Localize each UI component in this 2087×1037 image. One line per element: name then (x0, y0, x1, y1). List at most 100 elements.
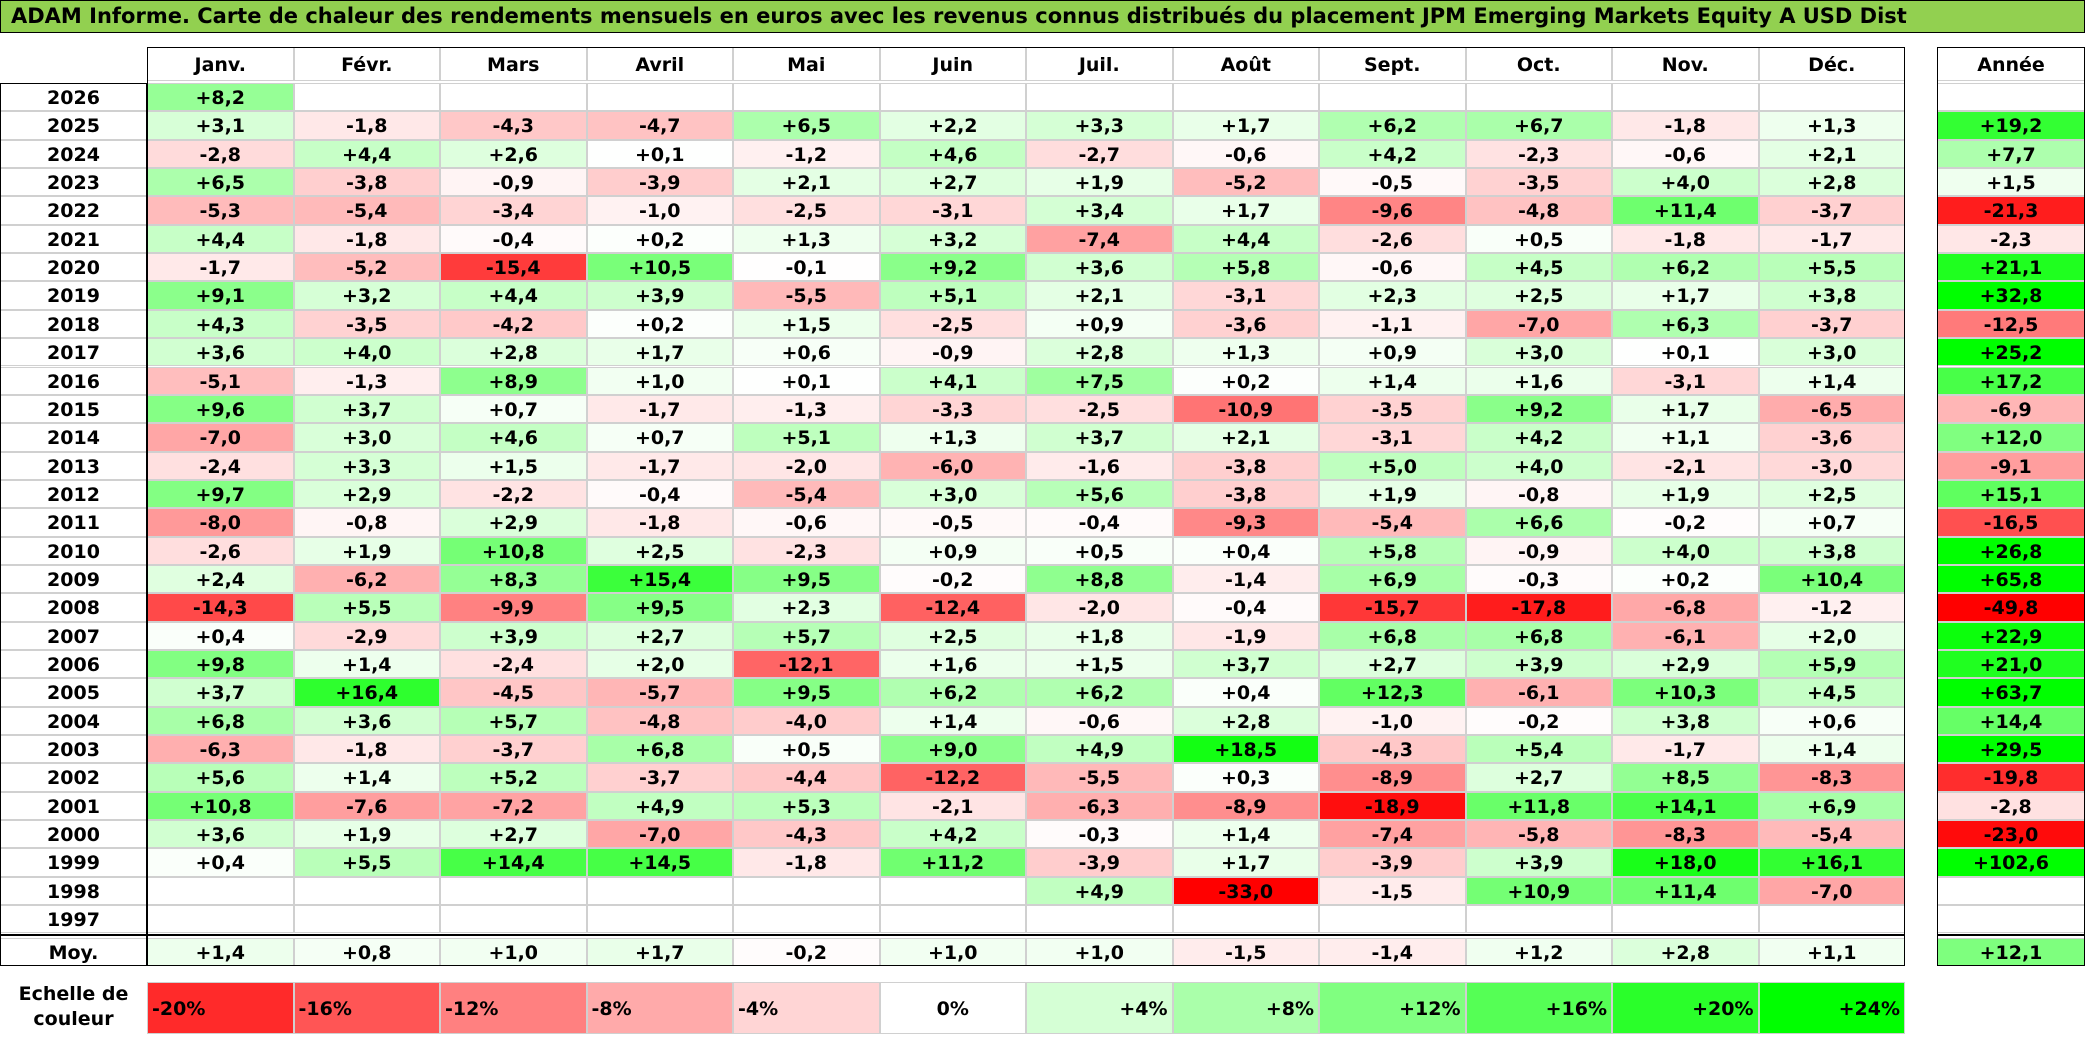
month-cell: -0,4 (1026, 508, 1173, 537)
month-cell: -7,0 (1465, 309, 1612, 339)
month-cell: +11,4 (1612, 196, 1759, 225)
month-cell: +0,1 (733, 366, 880, 395)
month-cell (1758, 83, 1905, 112)
month-cell: -1,2 (733, 139, 880, 169)
year-label: 2016 (0, 366, 147, 395)
month-cell: -0,2 (1612, 508, 1759, 537)
month-cell: +1,7 (586, 338, 733, 367)
month-cell: -1,7 (586, 451, 733, 480)
year-label: 2004 (0, 706, 147, 736)
annual-cell: -49,8 (1937, 593, 2085, 622)
average-cell: +1,7 (586, 938, 733, 966)
month-cell: +8,5 (1612, 763, 1759, 792)
color-scale-swatch: -16% (293, 982, 440, 1034)
month-cell: -1,0 (1319, 706, 1466, 736)
month-cell: +2,8 (1758, 168, 1905, 197)
average-label: Moy. (0, 938, 147, 966)
month-cell: +9,6 (147, 394, 294, 424)
month-cell: +5,3 (733, 791, 880, 821)
month-cell: -6,1 (1612, 621, 1759, 650)
average-cell: +0,8 (293, 938, 440, 966)
month-cell: -6,3 (1026, 791, 1173, 821)
month-cell: +6,8 (1319, 621, 1466, 650)
month-cell: -33,0 (1172, 876, 1319, 906)
month-cell: +1,4 (1319, 366, 1466, 395)
month-cell: -3,3 (879, 394, 1026, 424)
month-cell: +1,5 (733, 309, 880, 339)
month-cell: -10,9 (1172, 394, 1319, 424)
month-cell: -2,1 (879, 791, 1026, 821)
month-cell: -17,8 (1465, 593, 1612, 622)
annual-cell: +102,6 (1937, 848, 2085, 877)
year-label: 1999 (0, 848, 147, 877)
average-cell: +1,2 (1465, 938, 1612, 966)
month-cell: -1,8 (293, 735, 440, 764)
month-cell: +5,6 (147, 763, 294, 792)
month-cell: +10,9 (1465, 876, 1612, 906)
year-label: 2026 (0, 83, 147, 112)
month-cell: -4,0 (733, 706, 880, 736)
month-cell (1612, 905, 1759, 934)
month-cell (879, 83, 1026, 112)
month-cell: +4,0 (1612, 168, 1759, 197)
month-cell: -0,9 (1465, 536, 1612, 565)
month-cell: +3,0 (293, 423, 440, 452)
year-label: 2022 (0, 196, 147, 225)
annual-cell: +21,1 (1937, 253, 2085, 282)
annual-cell: +15,1 (1937, 479, 2085, 509)
month-cell: +1,4 (1758, 366, 1905, 395)
month-cell: +5,9 (1758, 650, 1905, 679)
month-cell: +9,5 (733, 564, 880, 594)
color-scale-swatch: -8% (586, 982, 733, 1034)
month-cell: -4,4 (733, 763, 880, 792)
month-cell: +0,1 (1612, 338, 1759, 367)
month-cell: +11,8 (1465, 791, 1612, 821)
month-cell: -2,6 (147, 536, 294, 565)
month-cell: +11,4 (1612, 876, 1759, 906)
annual-cell: +21,0 (1937, 650, 2085, 679)
month-cell: +0,3 (1172, 763, 1319, 792)
month-cell (733, 876, 880, 906)
month-cell: +0,5 (1026, 536, 1173, 565)
month-cell: -0,9 (879, 338, 1026, 367)
month-cell: -3,6 (1758, 423, 1905, 452)
month-cell: +2,3 (733, 593, 880, 622)
annual-cell: -2,3 (1937, 224, 2085, 254)
month-cell: +5,1 (879, 281, 1026, 310)
month-cell: +3,4 (1026, 196, 1173, 225)
month-cell: +0,7 (1758, 508, 1905, 537)
year-label: 2006 (0, 650, 147, 679)
year-label: 2014 (0, 423, 147, 452)
month-cell: -3,8 (293, 168, 440, 197)
average-cell: -0,2 (733, 938, 880, 966)
month-cell: -6,8 (1612, 593, 1759, 622)
month-cell: +0,6 (733, 338, 880, 367)
month-cell: -7,0 (1758, 876, 1905, 906)
color-scale-swatch: +4% (1026, 982, 1173, 1034)
month-cell: +3,7 (293, 394, 440, 424)
month-header-4: Avril (586, 47, 733, 81)
month-cell: +6,9 (1319, 564, 1466, 594)
month-cell: +1,9 (293, 536, 440, 565)
average-cell: +1,0 (1026, 938, 1173, 966)
month-header-8: Août (1172, 47, 1319, 81)
month-cell: -1,8 (733, 848, 880, 877)
month-cell: +3,0 (879, 479, 1026, 509)
month-header-9: Sept. (1319, 47, 1466, 81)
year-label: 2001 (0, 791, 147, 821)
month-cell: +0,2 (1172, 366, 1319, 395)
month-cell: +2,1 (1172, 423, 1319, 452)
month-cell: +0,5 (733, 735, 880, 764)
year-label: 2002 (0, 763, 147, 792)
month-cell: +0,4 (147, 848, 294, 877)
month-cell (1319, 83, 1466, 112)
month-cell: -0,2 (1465, 706, 1612, 736)
month-cell: +2,6 (440, 139, 587, 169)
month-cell: +12,3 (1319, 678, 1466, 707)
month-cell: -8,3 (1612, 820, 1759, 849)
month-cell: +1,9 (1319, 479, 1466, 509)
month-cell: +5,7 (733, 621, 880, 650)
month-cell: +1,3 (1172, 338, 1319, 367)
month-cell: +0,2 (586, 309, 733, 339)
month-cell (293, 83, 440, 112)
